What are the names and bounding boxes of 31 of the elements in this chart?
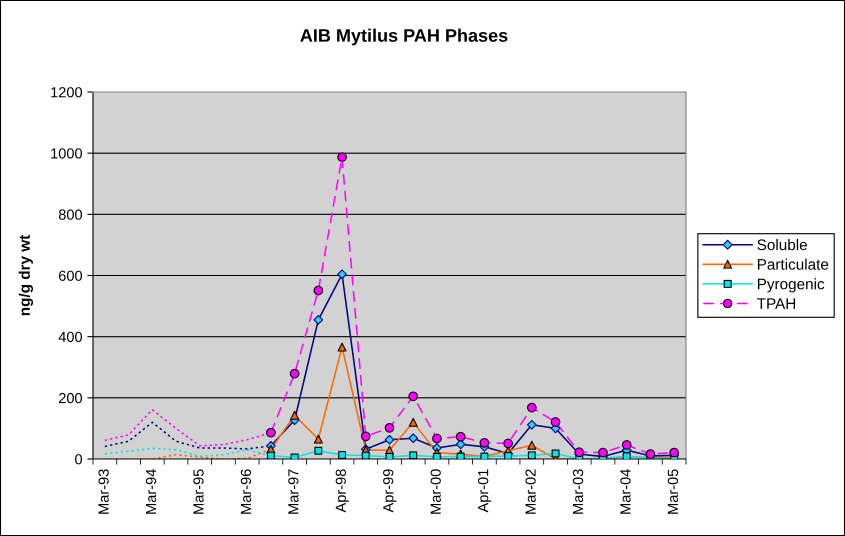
x-tick-label: Mar-96 [240, 469, 252, 514]
x-tick-label: Mar-02 [525, 469, 536, 514]
point [338, 342, 347, 352]
x-tick-label: Mar-94 [146, 469, 156, 514]
legend-label: TPAH [757, 298, 796, 309]
legend-label: Soluble [757, 238, 807, 250]
point [290, 410, 300, 420]
y-tick-label: 400 [58, 332, 82, 342]
x-tick-label: Apr-01 [478, 469, 492, 512]
y-tick-label: 800 [58, 209, 82, 220]
x-tick-label: Apr-99 [383, 469, 396, 512]
y-tick-label: 200 [58, 392, 82, 404]
x-tick-label: Mar-95 [193, 469, 204, 514]
y-tick-label: 1000 [51, 148, 82, 159]
y-tick-label: 0 [75, 454, 82, 464]
y-tick-label: 1200 [51, 87, 82, 98]
x-tick-label: Mar-05 [668, 469, 678, 514]
y-tick-label: 600 [58, 270, 82, 281]
x-tick-label: Mar-97 [288, 469, 299, 514]
y-axis-title: ng/g dry wt [18, 234, 33, 316]
chart-title: AIB Mytilus PAH Phases [300, 28, 508, 46]
x-tick-label: Mar-03 [572, 469, 584, 514]
x-tick-label: Apr-98 [336, 469, 349, 512]
point [314, 434, 323, 444]
x-tick-label: Mar-93 [98, 469, 109, 514]
x-tick-label: Mar-00 [430, 469, 441, 514]
point [408, 418, 418, 427]
x-tick-label: Mar-04 [620, 469, 631, 514]
point [527, 440, 536, 450]
legend-label: Particulate [758, 258, 828, 270]
legend-label: Pyrogenic [758, 278, 824, 292]
